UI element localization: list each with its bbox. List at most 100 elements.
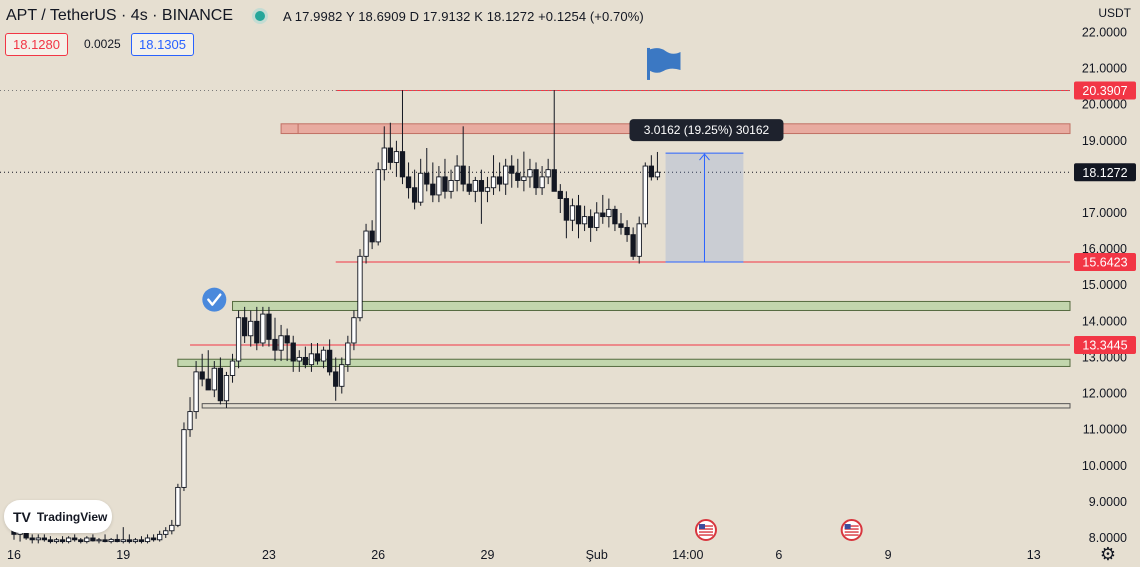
candle	[308, 342, 315, 372]
candle-body	[654, 171, 661, 178]
candle	[405, 162, 412, 199]
event-canton	[844, 524, 851, 530]
candle	[345, 335, 351, 372]
currency-label[interactable]: USDT	[1098, 6, 1131, 20]
candle	[150, 534, 157, 542]
zone-rect	[201, 403, 1071, 409]
candle-body	[430, 183, 436, 196]
candle	[90, 534, 96, 542]
candle	[466, 166, 472, 195]
candle	[229, 353, 236, 383]
candle-body	[217, 367, 224, 402]
candle-body	[144, 537, 151, 543]
candle-body	[35, 537, 41, 541]
candle-body	[351, 317, 357, 344]
candle-body	[563, 198, 570, 221]
candle-body	[72, 537, 78, 541]
y-tick-label: 17.0000	[1082, 206, 1127, 220]
candle-body	[290, 342, 296, 362]
candle-body	[618, 223, 624, 228]
candle	[120, 527, 126, 544]
market-status-icon	[255, 11, 266, 21]
candle	[496, 162, 503, 192]
candle	[509, 155, 515, 188]
time-axis: 16 19 23 26 29 Şub 14:00 6 9 13	[7, 548, 1041, 562]
candle	[375, 162, 381, 246]
y-tick-label: 9.0000	[1089, 495, 1127, 509]
x-tick-label: 26	[371, 548, 385, 562]
candle-body	[248, 320, 254, 337]
candle-body	[65, 537, 72, 543]
candle-body	[278, 335, 284, 351]
candle-body	[96, 539, 102, 542]
candle-body	[157, 533, 163, 541]
candle-body	[424, 172, 430, 185]
candle	[478, 169, 485, 224]
candle	[411, 169, 418, 210]
gear-icon[interactable]: ⚙	[1099, 544, 1116, 564]
measure-label-box	[629, 119, 784, 142]
spread-value: 0.0025	[84, 37, 121, 51]
candle-body	[138, 539, 145, 543]
candle-body	[90, 537, 96, 542]
price-label-box	[1074, 81, 1136, 100]
candle-body	[448, 180, 454, 192]
candle	[53, 537, 60, 544]
candle-body	[126, 539, 132, 543]
price-axis: 8.00009.000010.000011.000012.000013.0000…	[1074, 25, 1136, 545]
y-tick-label: 16.0000	[1082, 242, 1127, 256]
candles-layer	[11, 90, 661, 544]
candle	[442, 158, 448, 199]
candle	[533, 162, 539, 195]
tradingview-icon: TV	[13, 508, 31, 525]
x-tick-label: 13	[1027, 548, 1041, 562]
candle-body	[454, 165, 460, 181]
candle	[545, 158, 551, 185]
y-tick-label: 19.0000	[1082, 134, 1127, 148]
candle	[418, 158, 424, 206]
candle-body	[642, 165, 648, 225]
candle-body	[29, 537, 35, 541]
candle	[138, 536, 145, 544]
candle-body	[108, 538, 114, 543]
candle	[399, 90, 406, 185]
candle-body	[53, 539, 60, 543]
candle-body	[539, 176, 545, 189]
symbol-title[interactable]: APT / TetherUS · 4s · BINANCE	[6, 7, 234, 24]
sell-price-button[interactable]: 18.1280	[5, 33, 68, 56]
measure-label-text: 3.0162 (19.25%) 30162	[644, 123, 770, 137]
candle	[108, 537, 114, 544]
candle	[642, 162, 648, 228]
candle-body	[442, 176, 448, 192]
candle	[102, 534, 108, 543]
candle-body	[339, 364, 345, 387]
candle	[381, 126, 387, 181]
candle-body	[120, 539, 126, 543]
candle-body	[418, 172, 424, 203]
candle-body	[393, 151, 400, 163]
candle-body	[193, 371, 199, 413]
candle	[260, 306, 266, 347]
candle-body	[326, 349, 333, 373]
candle	[65, 536, 72, 544]
x-tick-label: 6	[775, 548, 782, 562]
tradingview-logo[interactable]: TV TradingView	[4, 500, 112, 533]
candle	[126, 534, 132, 544]
candle-body	[460, 165, 466, 185]
candle-body	[333, 371, 339, 387]
candle	[339, 357, 345, 394]
candle	[484, 176, 491, 203]
candle-body	[484, 187, 491, 192]
x-tick-label: 29	[481, 548, 495, 562]
flag-cloth	[648, 48, 681, 73]
candle	[205, 350, 211, 391]
candle-body	[150, 537, 157, 541]
candle-body	[521, 176, 527, 181]
tradingview-brand-text: TradingView	[36, 509, 108, 524]
candle	[588, 209, 594, 242]
candle-body	[606, 208, 612, 218]
price-label-text: 18.1272	[1082, 166, 1127, 180]
candle	[284, 328, 290, 362]
buy-price-button[interactable]: 18.1305	[131, 33, 194, 56]
